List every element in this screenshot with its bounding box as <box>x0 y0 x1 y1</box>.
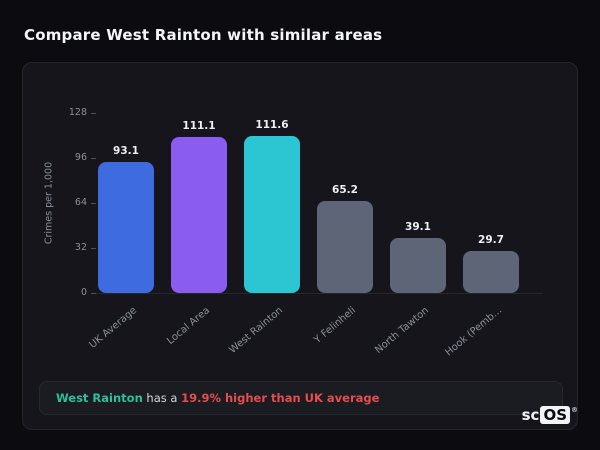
bar-west-rainton[interactable] <box>244 136 300 293</box>
bar-value-label: 65.2 <box>332 184 358 197</box>
x-axis-label: Local Area <box>165 305 213 347</box>
note-middle-text: has a <box>142 391 182 405</box>
bar-local-area[interactable] <box>171 136 227 293</box>
bar-value-label: 111.6 <box>255 119 289 132</box>
x-axis-label: West Rainton <box>227 305 286 356</box>
scos-logo: sc OS ® <box>522 406 578 424</box>
y-tick-label: 96 <box>74 152 87 163</box>
y-tick-label: 32 <box>74 242 87 253</box>
logo-boxed-text: OS <box>540 406 570 424</box>
bar-y-felinheli[interactable] <box>317 201 373 293</box>
chart-card: Crimes per 1,000 0 32 64 96 128 93.1 UK Averag… <box>22 62 578 430</box>
y-tick-mark <box>91 248 96 249</box>
x-axis-label: North Tawton <box>373 305 432 357</box>
x-axis-label: Y Felinheli <box>312 305 359 346</box>
logo-prefix: sc <box>521 406 540 424</box>
y-tick-label: 128 <box>68 107 87 118</box>
note-area-name: West Rainton <box>56 391 143 405</box>
x-axis-label: Hook (Pemb... <box>443 305 505 359</box>
summary-note: West Rainton has a 19.9% higher than UK … <box>39 381 563 415</box>
bar-value-label: 39.1 <box>405 221 431 234</box>
bar-north-tawton[interactable] <box>390 238 446 293</box>
bar-uk-average[interactable] <box>98 162 154 293</box>
page-title: Compare West Rainton with similar areas <box>24 26 383 44</box>
y-tick-label: 0 <box>80 287 87 298</box>
y-tick-mark <box>91 203 96 204</box>
plot-area: Crimes per 1,000 0 32 64 96 128 93.1 UK Averag… <box>23 63 577 429</box>
y-tick-mark <box>91 293 96 294</box>
bar-value-label: 111.1 <box>182 119 216 132</box>
x-axis-label: UK Average <box>87 305 140 351</box>
y-tick-label: 64 <box>74 197 87 208</box>
note-alert-text: 19.9% higher than UK average <box>181 391 380 405</box>
bar-hook-pemb-[interactable] <box>463 251 519 293</box>
x-axis-line <box>93 293 543 294</box>
registered-trademark-icon: ® <box>571 406 578 414</box>
bar-value-label: 29.7 <box>478 234 504 247</box>
bar-value-label: 93.1 <box>113 145 139 158</box>
y-tick-mark <box>91 158 96 159</box>
y-tick-mark <box>91 113 96 114</box>
